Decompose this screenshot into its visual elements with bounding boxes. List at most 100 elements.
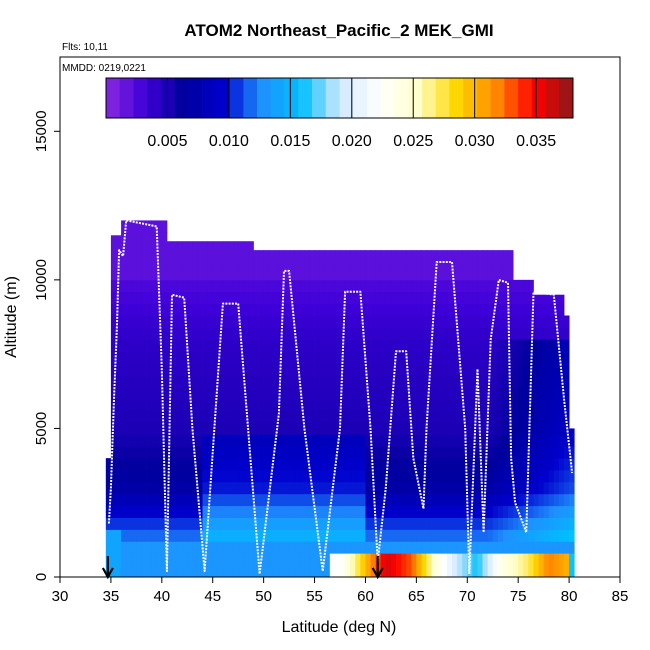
heat-cell	[314, 327, 321, 340]
heat-cell	[441, 351, 448, 364]
heat-cell	[558, 363, 565, 376]
heat-cell	[355, 410, 361, 423]
heat-cell	[431, 434, 438, 447]
colorbar-tick-label: 0.020	[332, 133, 372, 150]
heat-cell	[248, 541, 254, 554]
heat-cell	[558, 327, 565, 340]
heat-cell	[360, 279, 366, 293]
heat-cell	[355, 327, 361, 340]
heat-cell	[126, 541, 132, 554]
heat-cell	[258, 481, 265, 495]
heat-cell	[513, 505, 519, 518]
heat-cell	[390, 303, 397, 316]
heat-cell	[492, 339, 499, 352]
heat-cell	[472, 256, 478, 269]
heat-cell	[396, 363, 402, 376]
heat-cell	[334, 250, 341, 257]
heat-cell	[390, 470, 397, 483]
heat-cell	[248, 303, 254, 316]
heat-cell	[365, 291, 371, 305]
heat-cell	[380, 470, 387, 483]
heat-cell	[197, 256, 203, 269]
heat-cell	[319, 351, 326, 364]
heat-cell	[411, 279, 417, 293]
heat-cell	[477, 279, 483, 293]
heat-cell	[380, 386, 387, 400]
heat-cell	[446, 374, 453, 388]
heat-cell	[141, 398, 147, 411]
heat-cell	[375, 458, 382, 471]
heat-cell	[416, 363, 422, 376]
heat-cell	[355, 553, 361, 566]
heat-cell	[497, 517, 504, 530]
heat-cell	[161, 529, 168, 542]
heat-cell	[396, 553, 402, 566]
heat-cell	[528, 434, 534, 447]
heat-cell	[253, 398, 259, 411]
heat-cell	[553, 541, 560, 554]
heat-cell	[452, 422, 458, 435]
heat-cell	[360, 505, 366, 518]
heat-cell	[416, 315, 422, 328]
colorbar-segment	[545, 78, 560, 118]
heat-cell	[146, 410, 153, 423]
heat-cell	[360, 398, 366, 411]
heat-cell	[497, 279, 504, 293]
heat-cell	[161, 398, 168, 411]
heat-cell	[406, 493, 412, 507]
heat-cell	[268, 256, 275, 269]
heat-cell	[396, 505, 402, 518]
heat-cell	[477, 541, 483, 554]
heat-cell	[126, 327, 132, 340]
heat-cell	[462, 517, 468, 530]
heat-cell	[508, 256, 514, 269]
heat-cell	[380, 541, 387, 554]
heat-cell	[253, 279, 259, 293]
heat-cell	[192, 386, 198, 400]
heat-cell	[436, 481, 443, 495]
heat-cell	[319, 446, 326, 459]
heat-cell	[452, 398, 458, 411]
heat-cell	[502, 398, 509, 411]
heat-cell	[411, 470, 417, 483]
heat-cell	[121, 493, 127, 507]
heat-cell	[564, 517, 570, 530]
heat-cell	[548, 363, 555, 376]
heat-cell	[243, 327, 249, 340]
heat-cell	[309, 517, 315, 530]
heat-cell	[121, 363, 127, 376]
heat-cell	[370, 553, 377, 566]
heat-cell	[553, 458, 560, 471]
heat-cell	[518, 315, 524, 328]
heat-cell	[380, 529, 387, 542]
heat-cell	[258, 493, 265, 507]
heat-cell	[350, 517, 356, 530]
heat-cell	[319, 386, 326, 400]
heat-cell	[518, 434, 524, 447]
heat-cell	[222, 553, 229, 566]
heat-cell	[355, 315, 361, 328]
heat-cell	[263, 291, 270, 305]
heat-cell	[126, 232, 132, 245]
heat-cell	[329, 565, 336, 578]
heat-cell	[116, 374, 122, 388]
heat-cell	[441, 303, 448, 316]
heat-cell	[385, 267, 392, 281]
heat-cell	[457, 505, 463, 518]
heat-cell	[172, 470, 178, 483]
heat-cell	[263, 374, 270, 388]
heat-cell	[543, 541, 550, 554]
heat-cell	[492, 327, 499, 340]
heat-cell	[441, 541, 448, 554]
heat-cell	[360, 374, 366, 388]
heat-cell	[538, 470, 545, 483]
heat-cell	[365, 505, 371, 518]
heat-cell	[523, 422, 529, 435]
heat-cell	[217, 315, 224, 328]
heat-cell	[345, 374, 351, 388]
heat-cell	[518, 422, 524, 435]
heat-cell	[421, 339, 427, 352]
heat-cell	[182, 446, 188, 459]
heat-cell	[289, 315, 295, 328]
heat-cell	[248, 291, 254, 305]
